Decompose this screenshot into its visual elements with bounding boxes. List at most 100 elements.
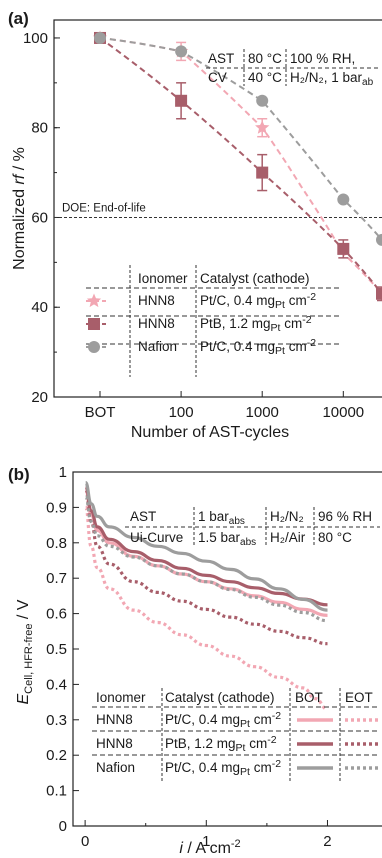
catalyst-sub: Pt	[275, 299, 285, 311]
y-tick-label: 20	[31, 389, 48, 406]
legend-marker	[86, 293, 102, 308]
y-tick-label: 0.9	[46, 499, 67, 516]
data-point	[256, 166, 269, 179]
series-line	[84, 481, 328, 612]
legend-header: Catalyst (cathode)	[200, 271, 310, 286]
x-label-suffix: / A cm	[183, 840, 231, 857]
condition-text: H₂/N₂, 1 bar	[290, 70, 363, 85]
y-label-suffix: / V	[15, 599, 32, 623]
catalyst-sup: -2	[307, 337, 316, 349]
catalyst-unit: cm	[285, 293, 307, 308]
condition-cell: 1 barabs	[198, 509, 245, 527]
condition-text: AST	[130, 509, 156, 524]
legend-catalyst: Pt/C, 0.4 mgPt cm-2	[165, 710, 281, 730]
condition-cell: 1.5 barabs	[198, 530, 256, 548]
legend-marker	[88, 318, 100, 330]
legend-ionomer: HNN8	[96, 712, 133, 727]
y-tick-label: 0.1	[46, 783, 67, 800]
condition-text: 96 % RH	[318, 509, 372, 524]
catalyst-sub: Pt	[271, 322, 281, 334]
legend-catalyst: Pt/C, 0.4 mgPt cm-2	[165, 758, 281, 778]
series-line	[84, 495, 328, 623]
fit-line	[99, 36, 382, 241]
condition-text: 80 °C	[318, 530, 352, 545]
data-point	[376, 287, 382, 300]
catalyst-sub: Pt	[275, 345, 285, 357]
legend-catalyst: Pt/C, 0.4 mgPt cm-2	[200, 337, 316, 357]
y-tick-label: 60	[31, 209, 48, 226]
legend-ionomer: HNN8	[138, 316, 175, 331]
condition-cell: 40 °C	[248, 70, 282, 85]
catalyst-sup: -2	[307, 291, 316, 303]
legend-header: Catalyst (cathode)	[165, 690, 275, 705]
legend-catalyst: Pt/C, 0.4 mgPt cm-2	[200, 291, 316, 311]
x-label-italic: i	[179, 840, 183, 857]
condition-cell: 80 °C	[318, 530, 352, 545]
catalyst-sub: Pt	[236, 742, 246, 754]
y-tick-label: 0.2	[46, 747, 67, 764]
panel-label: (b)	[8, 465, 30, 484]
condition-text: CV	[208, 70, 227, 85]
y-axis-label: ECell, HFR-free / V	[15, 599, 35, 704]
x-tick-label: 2	[323, 833, 331, 850]
x-tick-label: 0	[81, 833, 89, 850]
y-label-suffix: / %	[11, 147, 28, 175]
legend-header: Ionomer	[96, 690, 146, 705]
condition-text: 1.5 bar	[198, 530, 241, 545]
legend-ionomer: HNN8	[96, 736, 133, 751]
condition-cell: AST	[208, 51, 234, 66]
legend-header: Ionomer	[138, 271, 188, 286]
legend-catalyst: PtB, 1.2 mgPt cm-2	[200, 314, 312, 334]
x-label-sup: -2	[231, 838, 241, 850]
x-axis-label: i / A cm-2	[179, 838, 240, 857]
panel-a: (a) 20 40 60 80 100 BOT 100 1000 10000 Number of A…	[8, 9, 382, 441]
y-label-main: E	[15, 693, 32, 704]
catalyst-unit: cm	[245, 736, 267, 751]
catalyst-unit: cm	[250, 712, 272, 727]
condition-cell: 100 % RH,	[290, 51, 355, 66]
y-tick-label: 0.7	[46, 570, 67, 587]
y-axis-label: Normalized rf / %	[11, 147, 28, 270]
y-tick-label: 0	[59, 818, 67, 835]
y-tick-label: 0.6	[46, 606, 67, 623]
condition-text: AST	[208, 51, 234, 66]
y-label-prefix: Normalized	[11, 184, 28, 269]
legend-header: BOT	[295, 690, 323, 705]
condition-cell: H₂/N₂	[270, 509, 304, 524]
x-tick-label: 10000	[322, 404, 364, 421]
condition-sub: abs	[240, 537, 256, 548]
condition-text: 100 % RH,	[290, 51, 355, 66]
y-tick-label: 0.8	[46, 535, 67, 552]
y-tick-label: 0.5	[46, 641, 67, 658]
legend-header: EOT	[345, 690, 373, 705]
condition-cell: 80 °C	[248, 51, 282, 66]
legend-ionomer: HNN8	[138, 293, 175, 308]
y-label-italic: rf	[11, 173, 28, 184]
condition-cell: CV	[208, 70, 227, 85]
panel-b: (b) 0 0.1 0.2 0.3 0.4 0.5 0.6 0.7 0.8 0.9 1 0 1 2 i / A…	[8, 464, 382, 857]
catalyst-unit: cm	[285, 339, 307, 354]
x-tick-label: 1000	[246, 404, 279, 421]
data-point	[256, 94, 269, 107]
data-point	[94, 31, 106, 44]
condition-cell: H₂/N₂, 1 barab	[290, 70, 374, 88]
data-point	[255, 120, 270, 134]
condition-text: 1 bar	[198, 509, 229, 524]
reference-line-label: DOE: End-of-life	[62, 202, 146, 214]
legend-ionomer: Nafion	[138, 339, 177, 354]
x-tick-label: BOT	[85, 404, 116, 421]
condition-text: 80 °C	[248, 51, 282, 66]
panel-label: (a)	[8, 9, 29, 28]
condition-text: Ui-Curve	[130, 530, 183, 545]
data-point	[337, 193, 350, 206]
catalyst-sub: Pt	[240, 718, 250, 730]
y-tick-label: 0.3	[46, 712, 67, 729]
catalyst-sup: -2	[272, 758, 281, 770]
plot-frame	[53, 19, 382, 398]
data-point	[337, 242, 350, 255]
condition-text: 40 °C	[248, 70, 282, 85]
legend-catalyst: PtB, 1.2 mgPt cm-2	[165, 734, 277, 754]
condition-cell: H₂/Air	[270, 530, 306, 545]
catalyst-text: Pt/C, 0.4 mg	[165, 760, 240, 775]
